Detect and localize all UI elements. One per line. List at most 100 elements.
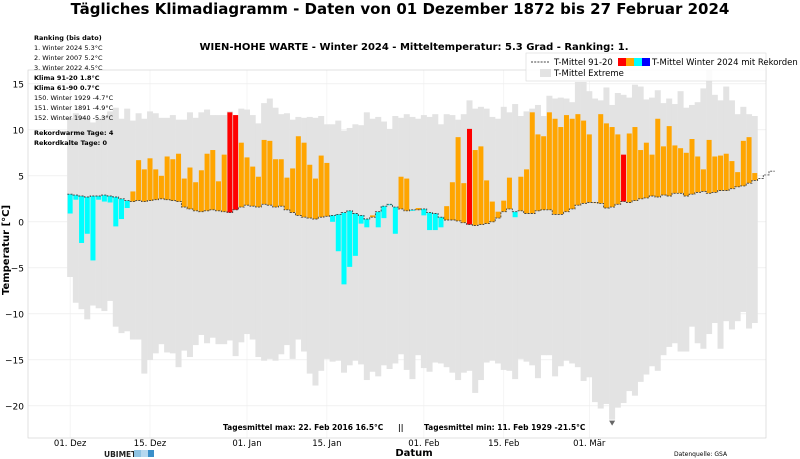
temperature-bar [740, 140, 746, 186]
temperature-bar [130, 191, 136, 202]
record-cold-days: Rekordkalte Tage: 0 [34, 139, 108, 147]
extreme-range-bar [386, 128, 393, 369]
temperature-bar [84, 196, 90, 234]
temperature-bar [666, 126, 672, 197]
svg-text:UBIMET: UBIMET [104, 450, 137, 459]
temperature-bar [746, 137, 752, 184]
temperature-bar [227, 112, 233, 213]
temperature-bar [678, 148, 684, 194]
temperature-bar [415, 208, 421, 210]
extreme-range-bar [375, 116, 382, 377]
temperature-bar [181, 178, 187, 208]
temperature-bar [141, 169, 147, 202]
temperature-bar [198, 170, 204, 212]
temperature-bar [215, 181, 221, 211]
temperature-bar [586, 134, 592, 203]
temperature-bar [404, 178, 410, 211]
extreme-range-bar [192, 117, 199, 346]
temperature-bar [655, 118, 661, 197]
extreme-range-bar [266, 98, 273, 359]
temperature-bar [524, 169, 530, 214]
extreme-range-bar [443, 114, 450, 368]
extreme-range-bar [666, 98, 673, 347]
temperature-bar [421, 208, 427, 216]
temperature-bar [324, 162, 330, 217]
temperature-bar [752, 173, 758, 181]
extreme-range-bar [244, 109, 251, 335]
x-tick-label: 15. Dez [134, 439, 167, 449]
legend-winter-swatch [618, 58, 650, 66]
temperature-bar [301, 142, 307, 218]
extreme-range-bar [700, 88, 707, 349]
legend-color-cell [618, 58, 622, 66]
x-tick-label: 01. Feb [408, 439, 439, 449]
extreme-range-bar [398, 117, 405, 355]
extreme-range-bar [129, 120, 136, 340]
extreme-range-bar [517, 116, 524, 359]
temperature-bar [164, 156, 170, 200]
temperature-bar [489, 201, 495, 222]
extreme-range-bar [649, 97, 656, 367]
x-axis-label: Datum [395, 448, 432, 459]
extreme-range-bar [569, 102, 576, 364]
temperature-bar [695, 156, 701, 193]
extreme-range-bar [198, 112, 205, 335]
ranking-top-2: 2. Winter 2007 5.2°C [34, 54, 103, 62]
extreme-range-bar [278, 114, 285, 355]
temperature-bar [113, 196, 119, 227]
extreme-range-bar [449, 115, 456, 373]
extreme-range-bar [403, 114, 410, 370]
extreme-range-bar [500, 106, 507, 370]
extreme-range-bar [603, 87, 610, 404]
x-tick-label: 15. Feb [488, 439, 519, 449]
extreme-range-bar [329, 124, 336, 362]
annotation-max: Tagesmittel max: 22. Feb 2016 16.5°C [223, 423, 384, 432]
temperature-bar [307, 164, 313, 219]
extreme-range-bar [728, 100, 735, 330]
extreme-range-bar [597, 100, 604, 409]
legend-color-cell [622, 58, 626, 66]
temperature-bar [672, 145, 678, 194]
temperature-bar [529, 112, 535, 214]
extreme-range-bar [415, 118, 422, 356]
extreme-range-bar [164, 117, 171, 353]
temperature-bar [706, 139, 712, 194]
legend-color-cell [638, 58, 642, 66]
extreme-range-bar [694, 102, 701, 344]
temperature-bar [546, 112, 552, 210]
extreme-range-bar [580, 81, 587, 381]
extreme-range-bar [671, 104, 678, 344]
extreme-range-bar [483, 108, 490, 363]
extreme-range-bar [261, 103, 268, 361]
legend-color-cell [626, 58, 630, 66]
extreme-range-bar [472, 108, 479, 393]
ranking-top-1: 1. Winter 2024 5.3°C [34, 44, 103, 52]
extreme-range-bar [574, 81, 581, 368]
ranking-panel: Ranking (bis dato) 1. Winter 2024 5.3°C … [34, 34, 114, 147]
temperature-bar [67, 194, 73, 214]
temperature-bar [347, 210, 353, 267]
extreme-range-bar [489, 116, 496, 361]
extreme-range-bar [637, 86, 644, 382]
temperature-bar [444, 206, 450, 220]
temperature-bar [273, 159, 279, 208]
y-tick-label: 5 [18, 172, 24, 182]
extreme-range-bar [152, 113, 159, 354]
temperature-bar [478, 146, 484, 225]
extreme-range-bar [432, 114, 439, 363]
temperature-bar [73, 195, 79, 200]
extreme-range-bar [723, 86, 730, 322]
extreme-range-bar [557, 97, 564, 367]
x-tick-label: 01. Jan [232, 439, 261, 449]
ubimet-logo: UBIMET [104, 450, 154, 459]
temperature-bar [153, 169, 159, 200]
temperature-bar [518, 176, 524, 211]
y-tick-label: −10 [5, 310, 24, 320]
extreme-range-bar [369, 118, 376, 372]
legend-color-cell [634, 58, 638, 66]
extreme-range-bar [609, 104, 616, 420]
extreme-range-bar [186, 112, 193, 358]
extreme-range-bar [631, 84, 638, 396]
temperature-bar [461, 183, 467, 223]
y-axis-label: Temperatur [°C] [1, 205, 12, 295]
